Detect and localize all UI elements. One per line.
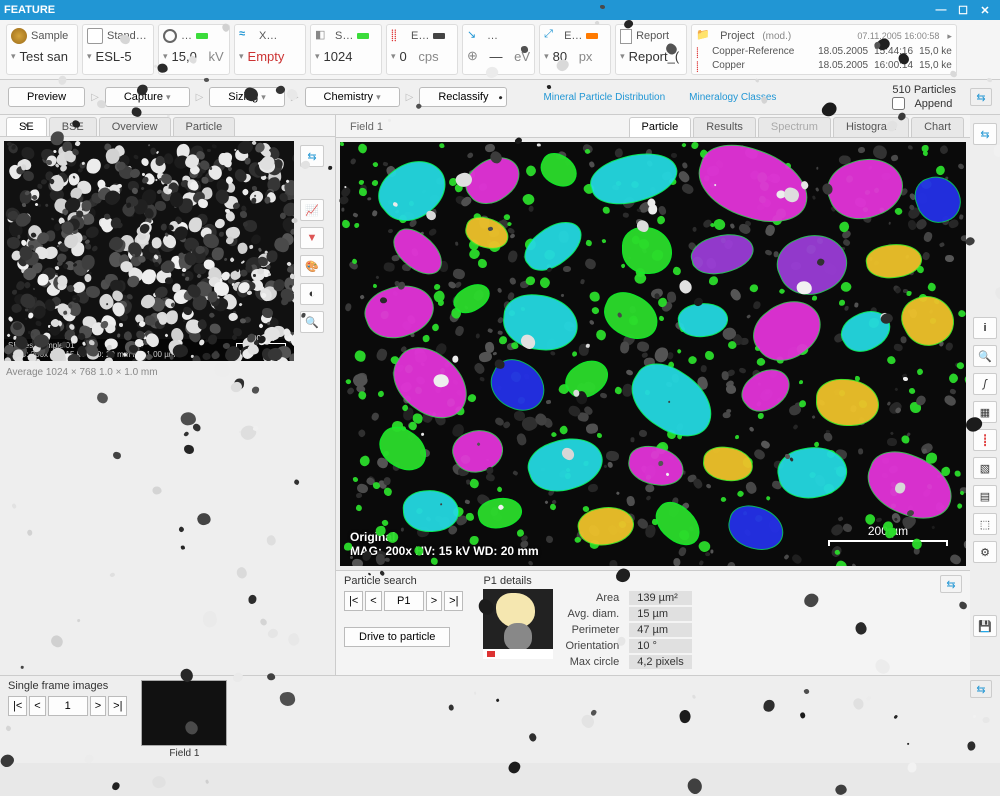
- particle-id-input[interactable]: [384, 591, 424, 611]
- tab-histogram[interactable]: Histogram: [833, 117, 909, 137]
- filter-tool[interactable]: ▼: [300, 227, 324, 249]
- frame-first[interactable]: |<: [8, 696, 27, 716]
- tab-particle[interactable]: Particle: [173, 117, 236, 136]
- left-toolbar: ⇆ 📈 ▼ 🎨 ◐ 🔍: [298, 145, 326, 361]
- palette-tool[interactable]: 🎨: [300, 255, 324, 277]
- brightness-tool[interactable]: ◐: [300, 283, 324, 305]
- left-tabs: SEBSEOverviewParticle: [0, 115, 335, 137]
- workflow-reclassify-button[interactable]: Reclassify: [419, 87, 507, 107]
- app-title: FEATURE: [4, 4, 55, 16]
- status-led: [433, 33, 445, 39]
- ribbon-sample[interactable]: Sample ▾Test san: [6, 24, 78, 75]
- px-icon: ⤢: [544, 28, 560, 44]
- bottom-title: Single frame images: [8, 680, 127, 692]
- tab-results[interactable]: Results: [693, 117, 756, 137]
- sync-button[interactable]: ⇆: [940, 575, 962, 593]
- project-rows: ⸽Copper-Reference18.05.200515:44:1615,0 …: [696, 45, 952, 72]
- zoom-tool[interactable]: 🔍: [973, 345, 997, 367]
- colormap-tool[interactable]: ▤: [973, 485, 997, 507]
- p1-details: P1 details Area139 µm²Avg. diam.15 µmPer…: [483, 575, 693, 671]
- status-led: [586, 33, 598, 39]
- sem-caption: Average 1024 × 768 1.0 × 1.0 mm: [0, 365, 335, 380]
- detail-row: Particle search |< < > >| Drive to parti…: [336, 570, 970, 675]
- workflow-link[interactable]: Mineral Particle Distribution: [543, 92, 665, 103]
- workflow-links: Mineral Particle DistributionMineralogy …: [543, 92, 776, 103]
- frame-last[interactable]: >|: [108, 696, 127, 716]
- right-tabs: ParticleResultsSpectrumHistogramChart: [629, 117, 964, 137]
- wave-icon: ≈: [239, 28, 255, 44]
- main-area: SEBSEOverviewParticle SE Test sample 01 …: [0, 115, 1000, 675]
- frame-label: Field 1: [141, 748, 227, 759]
- overlay-tool[interactable]: ▧: [973, 457, 997, 479]
- field-label: Field 1: [342, 117, 391, 137]
- frame-prev[interactable]: <: [29, 696, 45, 716]
- drive-to-particle-button[interactable]: Drive to particle: [344, 627, 450, 647]
- project-icon: 📁: [696, 28, 712, 44]
- tab-spectrum: Spectrum: [758, 117, 831, 137]
- ribbon: Sample ▾Test san Stand… ▾ESL-5 … ▾15,0 k…: [0, 20, 1000, 80]
- nav-prev[interactable]: <: [365, 591, 381, 611]
- cps-icon: ⸽⸽: [391, 28, 407, 44]
- standard-icon: [87, 28, 103, 44]
- curve-tool[interactable]: ʃ: [973, 373, 997, 395]
- export-tool[interactable]: ⬚: [973, 513, 997, 535]
- resolution-icon: ◧: [315, 28, 331, 44]
- frame-next[interactable]: >: [90, 696, 106, 716]
- tab-chart[interactable]: Chart: [911, 117, 964, 137]
- particle-count: 510 Particles: [892, 84, 956, 96]
- save-tool[interactable]: 💾: [973, 615, 997, 637]
- sample-icon: [11, 28, 27, 44]
- append-checkbox[interactable]: Append: [892, 97, 952, 110]
- right-toolbar: ⇆ i 🔍 ʃ ▦ ┋ ▧ ▤ ⬚ ⚙ 💾: [970, 115, 1000, 675]
- right-pane: Field 1 ParticleResultsSpectrumHistogram…: [336, 115, 1000, 675]
- sem-image[interactable]: SE Test sample 01 MAG: 200x HV: 15 kV WD…: [4, 141, 294, 361]
- nav-next[interactable]: >: [426, 591, 442, 611]
- ribbon-xray[interactable]: ≈X… ▾Empty: [234, 24, 306, 75]
- particle-search: Particle search |< < > >| Drive to parti…: [344, 575, 463, 647]
- frame-input[interactable]: [48, 696, 88, 716]
- status-led: [357, 33, 369, 39]
- ribbon-cps[interactable]: ⸽⸽E… ▾0 cps: [386, 24, 458, 75]
- workflow-preview-button[interactable]: Preview: [8, 87, 85, 107]
- ribbon-project[interactable]: 📁 Project (mod.) 07.11.2005 16:00:58 ▸ ⸽…: [691, 24, 957, 75]
- frame-thumbnail[interactable]: [141, 680, 227, 746]
- ribbon-hv[interactable]: … ▾15,0 kV: [158, 24, 230, 75]
- title-bar: FEATURE — ☐ ✕: [0, 0, 1000, 20]
- settings-tool[interactable]: ⚙: [973, 541, 997, 563]
- chart-tool[interactable]: 📈: [300, 199, 324, 221]
- particle-properties: Area139 µm²Avg. diam.15 µmPerimeter47 µm…: [563, 589, 693, 671]
- tab-particle[interactable]: Particle: [629, 117, 692, 137]
- maximize-button[interactable]: ☐: [952, 4, 974, 17]
- minimize-button[interactable]: —: [930, 4, 952, 16]
- ribbon-px[interactable]: ⤢E… ▾80 px: [539, 24, 611, 75]
- report-icon: [620, 29, 632, 44]
- ribbon-standard[interactable]: Stand… ▾ESL-5: [82, 24, 154, 75]
- sync-button[interactable]: ⇆: [973, 123, 997, 145]
- marker-tool[interactable]: ┋: [973, 429, 997, 451]
- close-button[interactable]: ✕: [974, 4, 996, 17]
- ribbon-resolution[interactable]: ◧S… ▾1024: [310, 24, 382, 75]
- bottom-panel: Single frame images |< < > >| Field 1 ⇆: [0, 675, 1000, 763]
- sync-button[interactable]: ⇆: [970, 680, 992, 698]
- info-tool[interactable]: i: [973, 317, 997, 339]
- status-led: [196, 33, 208, 39]
- ev-icon: ↘: [467, 28, 483, 44]
- clock-icon: [163, 29, 177, 43]
- nav-last[interactable]: >|: [444, 591, 463, 611]
- particle-thumbnail: [483, 589, 553, 659]
- workflow-chemistry-button[interactable]: Chemistry ▾: [305, 87, 400, 107]
- sync-button[interactable]: ⇆: [970, 88, 992, 106]
- left-pane: SEBSEOverviewParticle SE Test sample 01 …: [0, 115, 336, 675]
- tab-overview[interactable]: Overview: [99, 117, 171, 136]
- nav-first[interactable]: |<: [344, 591, 363, 611]
